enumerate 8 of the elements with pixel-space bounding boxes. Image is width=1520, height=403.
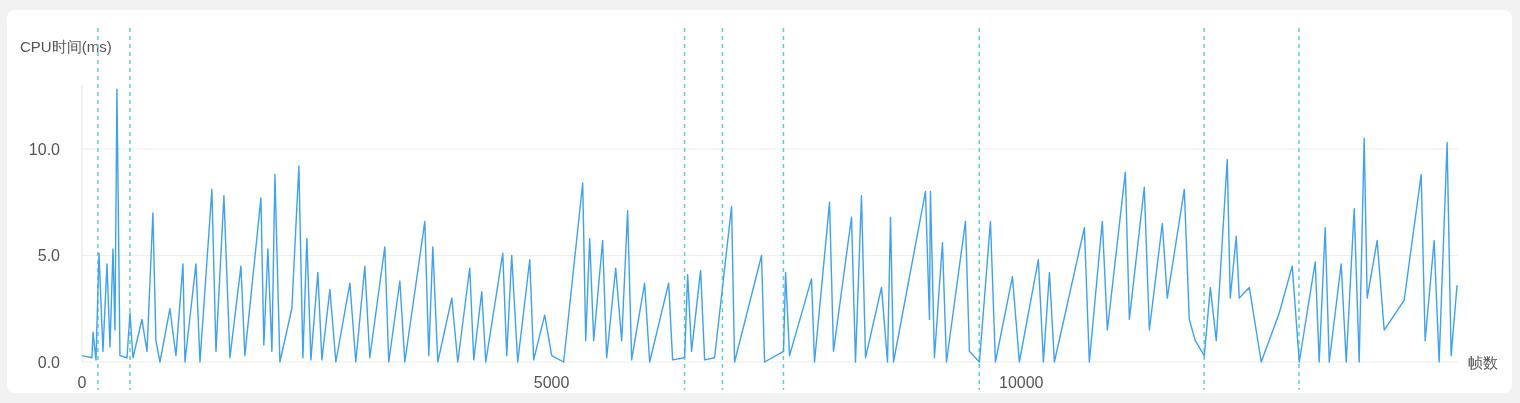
x-tick-label: 10000 [999, 374, 1044, 391]
y-tick-label: 5.0 [37, 247, 61, 265]
y-tick-label: 0.0 [37, 354, 61, 371]
y-axis-title: CPU时间(ms) [20, 38, 112, 55]
y-tick-label: 10.0 [28, 140, 61, 158]
x-tick-label: 5000 [533, 374, 570, 391]
x-tick-label: 0 [77, 374, 87, 391]
x-axis-title: 帧数 [1468, 355, 1498, 371]
